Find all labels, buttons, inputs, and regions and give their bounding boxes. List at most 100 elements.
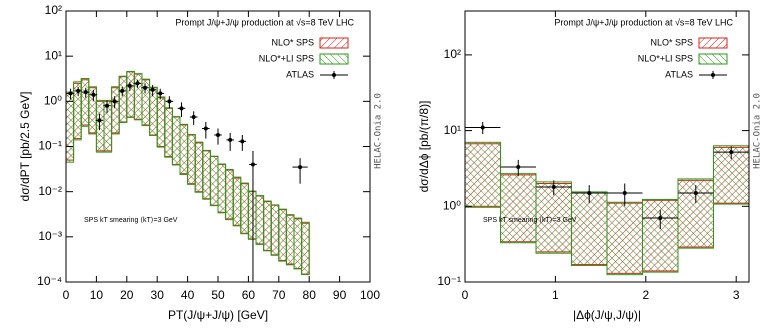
y-tick-label: 10⁻⁴ — [37, 274, 62, 288]
band-bin — [217, 163, 227, 214]
data-point — [158, 91, 163, 96]
band-bin — [149, 86, 158, 137]
data-point — [105, 103, 110, 108]
band-bin — [164, 107, 173, 158]
data-point — [216, 132, 220, 137]
band-bin — [278, 208, 287, 262]
legend-label: ATLAS — [286, 69, 314, 79]
data-point — [143, 85, 148, 90]
band-bin — [232, 176, 242, 227]
y-tick-label: 10⁻¹ — [38, 139, 62, 153]
y-tick-label: 10¹ — [444, 123, 461, 137]
band-bin — [103, 99, 113, 153]
band-bin — [171, 116, 181, 166]
legend-marker — [332, 73, 336, 77]
x-tick-label: 90 — [333, 288, 347, 302]
plot-frame — [464, 10, 750, 283]
x-tick-label: 60 — [242, 288, 256, 302]
data-point — [191, 114, 196, 119]
data-point — [68, 91, 73, 96]
band-bin — [285, 214, 295, 266]
data-point — [91, 92, 96, 97]
y-tick-label: 10² — [45, 3, 62, 17]
plot-area — [465, 121, 749, 276]
band-bin — [126, 70, 135, 118]
band-bin — [111, 86, 120, 135]
x-axis-label: PT(J/ψ+J/ψ) [GeV] — [168, 308, 268, 322]
data-point — [179, 106, 184, 111]
band-bin — [95, 99, 105, 153]
data-point — [298, 165, 303, 170]
chart-title: Prompt J/ψ+J/ψ production at √s=8 TeV LH… — [554, 17, 733, 27]
band-bin — [179, 123, 189, 175]
x-tick-label: 100 — [360, 288, 380, 302]
y-tick-label: 10⁻³ — [38, 229, 62, 243]
data-point — [97, 118, 102, 123]
data-point — [240, 139, 245, 144]
data-point — [480, 125, 485, 130]
data-point — [729, 150, 734, 155]
x-tick-label: 40 — [181, 288, 195, 302]
data-point — [167, 99, 172, 104]
y-tick-label: 10² — [444, 47, 461, 61]
y-axis-label: dσ/dPT [pb/2.5 GeV] — [18, 92, 32, 202]
annotation: HELAC-Onia 2.0 — [753, 93, 760, 169]
y-tick-label: 10⁰ — [443, 198, 461, 212]
data-point — [250, 162, 255, 167]
y-axis-label: dσ/dΔϕ [pb/(π/8)] — [417, 101, 431, 193]
legend-swatch — [319, 53, 349, 65]
band-bin — [571, 191, 608, 267]
legend-label: NLO*+LI SPS — [259, 53, 314, 63]
band-bin — [66, 91, 75, 163]
data-point — [135, 81, 140, 86]
legend-label: NLO*+LI SPS — [638, 53, 693, 63]
band-bin — [465, 141, 501, 208]
plot-area — [66, 70, 310, 282]
legend-swatch — [698, 37, 728, 49]
band-bin — [606, 201, 643, 276]
legend-label: NLO* SPS — [650, 37, 693, 47]
x-tick-label: 30 — [151, 288, 165, 302]
legend-label: NLO* SPS — [271, 37, 314, 47]
band-bin — [194, 141, 204, 193]
data-point — [658, 216, 663, 221]
annotation: SPS kT smearing ⟨kT⟩=3 GeV — [84, 216, 178, 224]
band-bin — [202, 149, 211, 200]
chart-title: Prompt J/ψ+J/ψ production at √s=8 TeV LH… — [175, 17, 354, 27]
x-tick-label: 0 — [462, 288, 469, 302]
data-point — [228, 137, 233, 142]
y-tick-label: 10⁻¹ — [437, 274, 461, 288]
band-bin — [133, 73, 143, 121]
x-tick-label: 70 — [272, 288, 286, 302]
legend-swatch — [698, 53, 728, 65]
legend-swatch — [319, 37, 349, 49]
data-point — [587, 190, 592, 195]
data-point — [693, 190, 698, 195]
x-tick-label: 10 — [90, 288, 104, 302]
data-point — [127, 83, 132, 88]
band-bin — [80, 78, 90, 127]
y-tick-label: 10⁰ — [44, 94, 62, 108]
x-tick-label: 3 — [733, 288, 740, 302]
band-bin — [293, 217, 303, 270]
x-tick-label: 80 — [303, 288, 317, 302]
legend-marker — [711, 73, 715, 77]
x-tick-label: 20 — [120, 288, 134, 302]
x-tick-label: 1 — [552, 288, 559, 302]
band-bin — [225, 168, 234, 221]
band-bin — [156, 96, 166, 148]
data-point — [76, 88, 81, 93]
band-bin — [255, 195, 265, 245]
band-bin — [187, 133, 196, 185]
data-point — [112, 99, 117, 104]
data-point — [203, 126, 208, 131]
data-point — [622, 190, 627, 195]
annotation: SPS kT smearing ⟨kT⟩=3 GeV — [483, 216, 577, 224]
band-bin — [240, 182, 249, 235]
x-tick-label: 50 — [211, 288, 225, 302]
legend-label: ATLAS — [665, 69, 693, 79]
y-tick-label: 10¹ — [45, 48, 62, 62]
band-bin — [500, 173, 537, 244]
y-tick-label: 10⁻² — [38, 184, 62, 198]
